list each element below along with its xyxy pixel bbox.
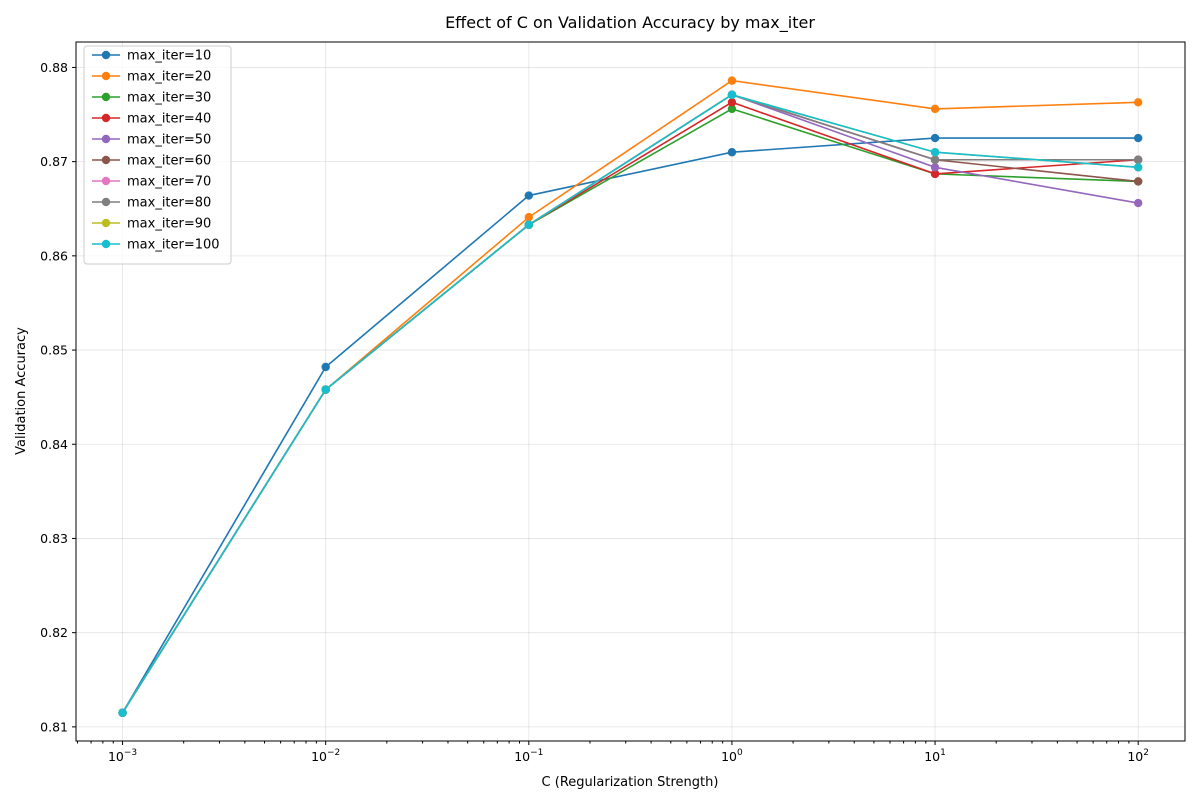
data-point xyxy=(727,98,737,107)
series-max-iter-10 xyxy=(118,133,1143,717)
legend-box xyxy=(83,45,232,265)
legend-swatch-marker xyxy=(101,92,111,102)
series-line xyxy=(121,93,1139,714)
legend-label: max_iter=40 xyxy=(127,112,211,127)
data-point xyxy=(1133,198,1143,208)
plot-area-frame xyxy=(75,41,1186,742)
legend-label: max_iter=80 xyxy=(127,196,211,211)
x-tick-label: 100 xyxy=(721,748,743,764)
grid-lines xyxy=(76,42,1185,741)
y-tick-label: 0.84 xyxy=(40,437,68,452)
series-line xyxy=(121,93,1139,714)
legend-label: max_iter=60 xyxy=(127,154,211,169)
y-axis-label: Validation Accuracy xyxy=(14,327,29,455)
data-point xyxy=(930,163,940,172)
data-point xyxy=(524,191,534,200)
series-line xyxy=(121,101,1139,714)
series-max-iter-70 xyxy=(118,90,1143,717)
data-point xyxy=(1133,155,1143,164)
data-point xyxy=(1133,98,1143,107)
data-point xyxy=(321,385,330,394)
y-tick-label: 0.81 xyxy=(40,719,68,734)
chart-title: Effect of C on Validation Accuracy by ma… xyxy=(445,13,815,33)
data-point xyxy=(930,148,940,157)
data-point xyxy=(524,220,534,229)
data-point xyxy=(727,104,737,114)
legend: max_iter=10 max_iter=20 max_iter=30 max_ite… xyxy=(83,45,232,265)
series-max-iter-60 xyxy=(118,90,1143,717)
y-tick-label: 0.85 xyxy=(40,343,68,358)
y-tick-label: 0.88 xyxy=(40,60,68,75)
data-point xyxy=(930,104,940,114)
data-point xyxy=(524,213,534,222)
legend-swatch-marker xyxy=(101,239,111,249)
legend-label: max_iter=70 xyxy=(127,175,211,190)
data-point xyxy=(321,362,330,372)
series-max-iter-40 xyxy=(118,98,1143,717)
legend-swatch-marker xyxy=(101,218,111,228)
legend-swatch-marker xyxy=(101,50,111,60)
legend-label: max_iter=30 xyxy=(127,91,211,106)
series-line xyxy=(121,137,1139,714)
x-tick-label: 10−2 xyxy=(311,748,340,764)
series-line xyxy=(121,93,1139,714)
legend-item: max_iter=10 xyxy=(92,49,211,64)
data-point xyxy=(727,148,737,157)
series-line xyxy=(121,93,1139,714)
legend-swatch-marker xyxy=(101,155,111,165)
data-point xyxy=(930,133,940,143)
data-point xyxy=(930,155,940,164)
legend-swatch-marker xyxy=(101,71,111,81)
legend-item: max_iter=70 xyxy=(92,175,211,190)
data-point xyxy=(1133,133,1143,143)
legend-item: max_iter=90 xyxy=(92,217,211,232)
y-tick-label: 0.83 xyxy=(40,531,68,546)
data-point xyxy=(727,90,737,99)
data-point xyxy=(1133,177,1143,186)
legend-item: max_iter=40 xyxy=(92,112,211,127)
legend-item: max_iter=50 xyxy=(92,133,211,148)
x-axis-label: C (Regularization Strength) xyxy=(542,775,719,790)
series-line xyxy=(121,93,1139,714)
series-line xyxy=(121,93,1139,714)
legend-label: max_iter=90 xyxy=(127,217,211,232)
legend-item: max_iter=80 xyxy=(92,196,211,211)
data-point xyxy=(1133,163,1143,172)
series-max-iter-90 xyxy=(118,90,1143,717)
legend-label: max_iter=50 xyxy=(127,133,211,148)
legend-swatch-marker xyxy=(101,134,111,144)
data-point xyxy=(930,169,940,179)
x-tick-label: 10−1 xyxy=(514,748,543,764)
legend-swatch-marker xyxy=(101,176,111,186)
series-max-iter-50 xyxy=(118,90,1143,717)
x-tick-label: 102 xyxy=(1127,748,1149,764)
legend-label: max_iter=100 xyxy=(127,238,220,253)
series-lines xyxy=(118,76,1143,717)
legend-swatch-marker xyxy=(101,113,111,123)
x-tick-label: 10−3 xyxy=(108,748,137,764)
legend-item: max_iter=30 xyxy=(92,91,211,106)
series-max-iter-100 xyxy=(118,90,1143,717)
y-tick-label: 0.86 xyxy=(40,248,68,263)
y-tick-label: 0.82 xyxy=(40,625,68,640)
legend-item: max_iter=100 xyxy=(92,238,220,253)
legend-label: max_iter=10 xyxy=(127,49,211,64)
legend-swatch-marker xyxy=(101,197,111,207)
series-line xyxy=(121,108,1139,714)
series-max-iter-30 xyxy=(118,104,1143,717)
y-tick-label: 0.87 xyxy=(40,154,68,169)
x-axis-ticks: 10−3 10−2 10−1 100 101 102 xyxy=(76,741,1149,764)
series-max-iter-80 xyxy=(118,90,1143,717)
data-point xyxy=(727,76,737,85)
data-point xyxy=(118,708,127,717)
legend-item: max_iter=60 xyxy=(92,154,211,169)
legend-item: max_iter=20 xyxy=(92,70,211,85)
series-max-iter-20 xyxy=(118,76,1143,717)
y-axis-ticks: 0.81 0.82 0.83 0.84 0.85 0.86 0.87 0.88 xyxy=(40,60,76,734)
legend-label: max_iter=20 xyxy=(127,70,211,85)
x-tick-label: 101 xyxy=(924,748,946,764)
